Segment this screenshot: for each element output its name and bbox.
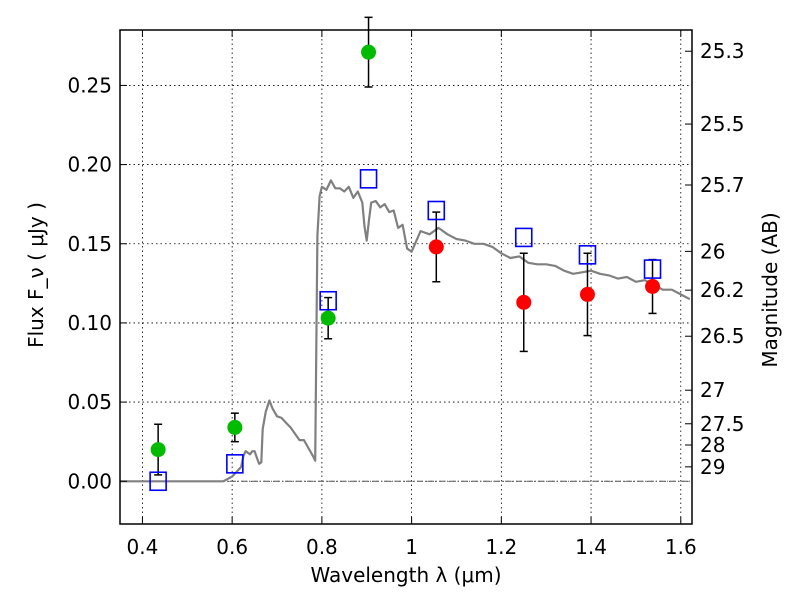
y-tick-label: 0.10 bbox=[67, 311, 112, 335]
right-tick-label: 26.2 bbox=[700, 278, 745, 302]
y-tick-label: 0.20 bbox=[67, 153, 112, 177]
axis-ticks: 0.4 0.6 0.8 1 1.2 1.4 1.6 0.00 0.05 0.10 0.15 0.20 0… bbox=[67, 30, 745, 559]
y-axis-label: Flux F_ν ( μJy ) bbox=[24, 202, 48, 348]
green-data-point bbox=[320, 310, 336, 326]
grid bbox=[120, 30, 692, 524]
model-square-marker bbox=[359, 169, 378, 189]
model-square-marker bbox=[643, 259, 662, 279]
right-tick-label: 26 bbox=[700, 239, 725, 263]
green-data-point bbox=[227, 419, 243, 435]
x-axis-label: Wavelength λ (μm) bbox=[310, 563, 501, 587]
right-tick-label: 27.5 bbox=[700, 412, 745, 436]
data-points bbox=[149, 16, 662, 492]
right-axis-label: Magnitude (AB) bbox=[758, 212, 782, 367]
x-tick-label: 1 bbox=[405, 535, 418, 559]
plot-frame bbox=[119, 29, 693, 525]
right-tick-label: 28 bbox=[700, 433, 725, 457]
right-tick-label: 25.5 bbox=[700, 112, 745, 136]
y-tick-label: 0.15 bbox=[67, 232, 112, 256]
model-square-marker bbox=[149, 471, 167, 492]
right-tick-label: 25.3 bbox=[700, 39, 745, 63]
red-data-point bbox=[516, 294, 532, 310]
spectrum-line bbox=[120, 179, 691, 483]
right-tick-label: 26.5 bbox=[700, 324, 745, 348]
y-tick-label: 0.25 bbox=[67, 73, 112, 97]
y-tick-label: 0.00 bbox=[67, 469, 112, 493]
x-tick-label: 0.4 bbox=[127, 535, 159, 559]
red-data-point bbox=[428, 239, 444, 255]
x-tick-label: 1.6 bbox=[665, 535, 697, 559]
right-tick-label: 27 bbox=[700, 378, 725, 402]
model-square-marker bbox=[226, 454, 244, 474]
red-data-point bbox=[579, 286, 595, 302]
red-data-point bbox=[645, 279, 661, 294]
green-data-point bbox=[361, 44, 377, 60]
x-tick-label: 1.2 bbox=[485, 535, 517, 559]
right-tick-label: 29 bbox=[700, 455, 725, 479]
model-square-marker bbox=[578, 245, 597, 265]
model-spectrum bbox=[120, 179, 691, 483]
model-square-marker bbox=[427, 200, 446, 221]
x-tick-label: 1.4 bbox=[575, 535, 607, 559]
model-square-marker bbox=[514, 227, 533, 248]
right-tick-label: 25.7 bbox=[700, 173, 745, 197]
model-square-marker bbox=[319, 290, 337, 311]
green-data-point bbox=[150, 442, 166, 458]
y-tick-label: 0.05 bbox=[67, 390, 112, 414]
x-tick-label: 0.6 bbox=[216, 535, 248, 559]
x-tick-label: 0.8 bbox=[306, 535, 338, 559]
